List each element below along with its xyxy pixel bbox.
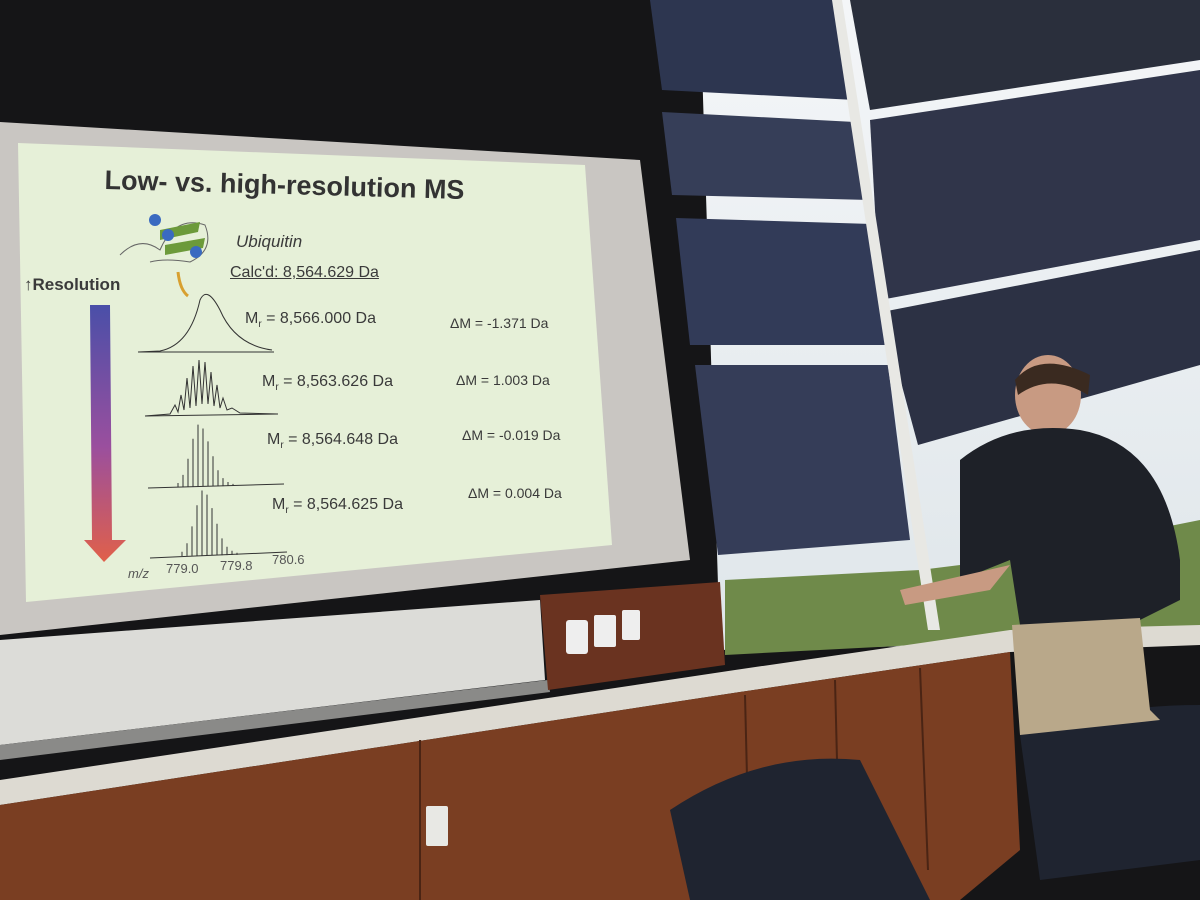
- axis-tick: 780.6: [272, 552, 305, 567]
- measured-mass-3: Mr = 8,564.648 Da: [267, 431, 398, 452]
- protein-name: Ubiquitin: [236, 232, 303, 251]
- measured-mass-1: Mr = 8,566.000 Da: [245, 310, 376, 331]
- measured-mass-2: Mr = 8,563.626 Da: [262, 373, 393, 394]
- thermostat: [566, 620, 588, 654]
- axis-label: m/z: [128, 566, 149, 581]
- resolution-label: ↑Resolution: [24, 275, 121, 294]
- power-outlet: [426, 806, 448, 846]
- whiteboard: [0, 600, 545, 745]
- resolution-arrow: [84, 305, 126, 562]
- window-shade: [676, 218, 886, 345]
- chair: [1020, 705, 1200, 880]
- light-switch: [594, 615, 616, 647]
- spectrum-highest-res: [181, 490, 238, 556]
- calculated-mass: Calc'd: 8,564.629 Da: [230, 264, 379, 281]
- spectrum-high-res: [177, 424, 234, 487]
- light-switch: [622, 610, 640, 640]
- mass-error-3: ΔM = -0.019 Da: [462, 427, 561, 443]
- window-shade: [662, 112, 870, 200]
- chair: [670, 758, 930, 900]
- presenter: [900, 355, 1180, 735]
- window-shade: [882, 250, 1200, 445]
- mass-error-4: ΔM = 0.004 Da: [468, 485, 562, 501]
- window-shade: [870, 70, 1200, 300]
- axis-tick: 779.0: [166, 561, 199, 576]
- window-mullion: [832, 0, 940, 630]
- spectrum-low-res: [137, 293, 273, 353]
- curved-arrow: [176, 271, 189, 298]
- window-shade: [650, 0, 855, 100]
- window-shade: [695, 365, 910, 555]
- mass-error-1: ΔM = -1.371 Da: [450, 315, 549, 331]
- measured-mass-4: Mr = 8,564.625 Da: [272, 496, 403, 517]
- ubiquitin-structure-image: [119, 214, 209, 298]
- spectrum-medium-res: [144, 359, 279, 417]
- axis-tick: 779.8: [220, 558, 253, 573]
- window-shade: [850, 0, 1200, 110]
- mass-error-2: ΔM = 1.003 Da: [456, 372, 550, 388]
